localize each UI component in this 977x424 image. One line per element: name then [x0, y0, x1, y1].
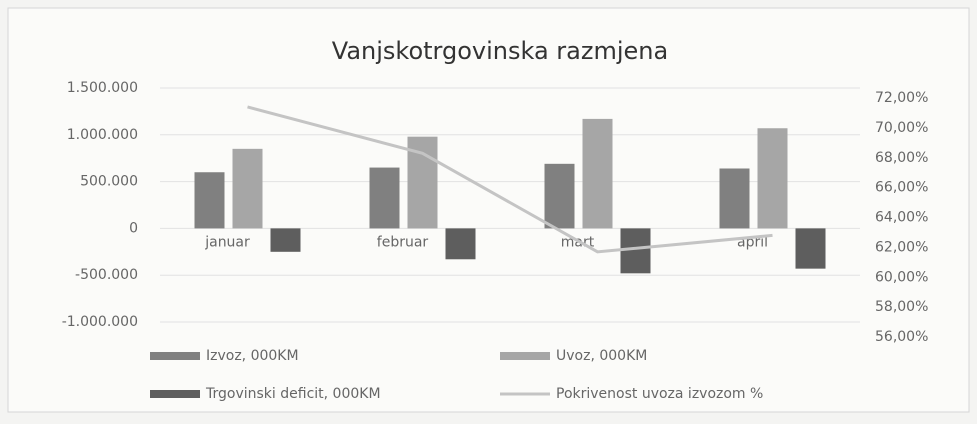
- y2-tick-label: 58,00%: [875, 299, 928, 315]
- bar: [270, 228, 301, 252]
- y-tick-label: 500.000: [80, 174, 138, 190]
- bar: [369, 167, 400, 229]
- bar: [544, 163, 575, 229]
- y-tick-label: -500.000: [75, 267, 138, 283]
- legend-swatch: [150, 390, 200, 398]
- y-tick-label: 1.500.000: [67, 80, 138, 96]
- bar: [620, 228, 651, 274]
- legend-swatch: [150, 352, 200, 360]
- y-tick-label: -1.000.000: [62, 314, 138, 330]
- chart-title: Vanjskotrgovinska razmjena: [332, 37, 668, 65]
- x-tick-label: januar: [204, 234, 250, 250]
- bar: [582, 118, 613, 229]
- y2-tick-label: 62,00%: [875, 239, 928, 255]
- y2-tick-label: 72,00%: [875, 90, 928, 106]
- bar: [232, 148, 263, 229]
- legend-label: Izvoz, 000KM: [206, 348, 299, 364]
- y2-tick-label: 70,00%: [875, 120, 928, 136]
- x-tick-label: februar: [377, 234, 429, 250]
- y-tick-label: 0: [129, 220, 138, 236]
- y2-tick-label: 56,00%: [875, 329, 928, 345]
- y2-tick-label: 68,00%: [875, 150, 928, 166]
- legend-label: Pokrivenost uvoza izvozom %: [556, 386, 763, 402]
- chart-frame: [7, 7, 970, 413]
- bar: [795, 228, 826, 269]
- line-series: [247, 105, 773, 254]
- y2-tick-label: 66,00%: [875, 180, 928, 196]
- legend-label: Trgovinski deficit, 000KM: [205, 386, 381, 402]
- legend-swatch: [500, 352, 550, 360]
- legend-label: Uvoz, 000KM: [556, 348, 647, 364]
- y2-tick-label: 64,00%: [875, 210, 928, 226]
- bar: [194, 172, 225, 229]
- bar: [757, 128, 788, 229]
- bar: [719, 168, 750, 229]
- y2-tick-label: 60,00%: [875, 269, 928, 285]
- y-tick-label: 1.000.000: [67, 127, 138, 143]
- bar: [445, 228, 476, 260]
